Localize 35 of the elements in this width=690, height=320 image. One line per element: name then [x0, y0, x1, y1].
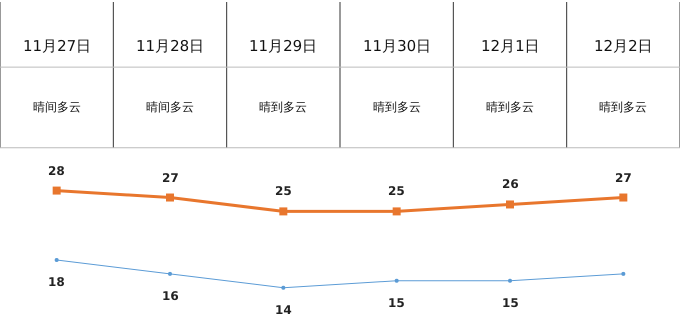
point: [508, 278, 512, 283]
data-label: 25: [275, 184, 292, 198]
x-tick-label: 11月27日: [23, 37, 92, 55]
x-tick-label: 12月2日: [594, 37, 653, 55]
text: 晴到多云: [259, 100, 307, 114]
point: [394, 278, 399, 283]
point: [279, 207, 288, 216]
data-label: 26: [502, 177, 519, 191]
text: 晴间多云: [146, 100, 194, 114]
x-tick-label: 11月30日: [363, 37, 432, 55]
text: 晴到多云: [486, 100, 534, 114]
point: [506, 200, 514, 208]
text: 晴到多云: [373, 100, 421, 114]
data-label: 15: [502, 296, 519, 310]
x-tick-label: 11月29日: [249, 37, 318, 55]
point: [166, 194, 174, 202]
data-label: 27: [615, 171, 632, 185]
text: 晴间多云: [33, 100, 81, 114]
data-label: 14: [275, 303, 292, 317]
point: [54, 258, 59, 262]
point: [281, 286, 286, 290]
data-label: 18: [48, 275, 65, 289]
point: [52, 186, 61, 195]
point: [621, 272, 626, 276]
point: [168, 272, 172, 276]
data-label: 16: [162, 289, 179, 303]
x-tick-label: 12月1日: [481, 37, 540, 55]
text: 晴到多云: [599, 100, 647, 114]
data-label: 15: [388, 296, 405, 310]
x-tick-label: 11月28日: [136, 37, 204, 55]
data-label: 27: [162, 171, 179, 185]
data-label: 25: [388, 184, 405, 198]
data-label: 28: [48, 164, 65, 178]
point: [392, 207, 401, 216]
point: [619, 194, 628, 202]
